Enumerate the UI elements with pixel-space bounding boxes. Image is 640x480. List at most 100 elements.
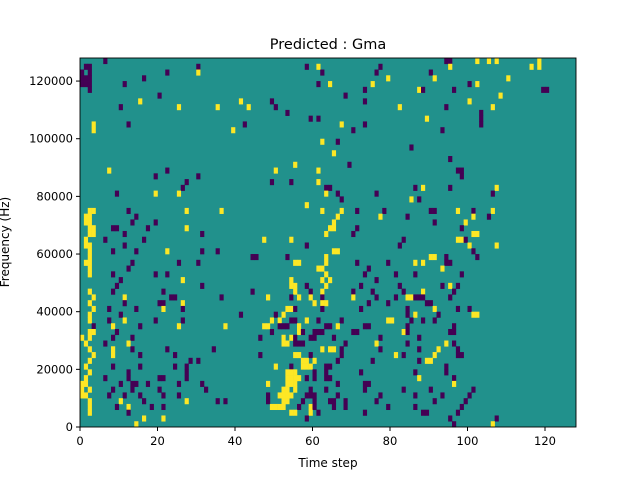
heatmap-cell	[448, 156, 453, 163]
heatmap-cell	[331, 398, 337, 405]
heatmap-cell	[359, 282, 364, 289]
heatmap-cell	[351, 294, 356, 301]
heatmap-cell	[289, 409, 294, 416]
heatmap-cell	[277, 392, 282, 399]
heatmap-cell	[87, 230, 92, 238]
heatmap-cell	[452, 328, 457, 336]
heatmap-cell	[432, 75, 437, 82]
heatmap-cell	[316, 328, 321, 336]
heatmap-cell	[184, 398, 189, 405]
heatmap-cell	[289, 380, 294, 387]
heatmap-cell	[242, 121, 247, 128]
heatmap-cell	[324, 271, 329, 278]
heatmap-cell	[269, 179, 275, 186]
heatmap-cell	[378, 346, 383, 353]
heatmap-cell	[153, 271, 158, 278]
heatmap-cell	[479, 115, 484, 122]
heatmap-cell	[320, 138, 325, 145]
heatmap-cell	[149, 403, 154, 411]
heatmap-cell	[490, 207, 495, 214]
heatmap-cell	[316, 409, 321, 416]
heatmap-cell	[324, 230, 329, 238]
heatmap-cell	[83, 236, 89, 243]
heatmap-cell	[428, 207, 433, 214]
heatmap-cell	[165, 271, 170, 278]
heatmap-cell	[300, 340, 306, 347]
heatmap-cell	[285, 323, 290, 330]
heatmap-cell	[308, 288, 313, 295]
heatmap-cell	[328, 398, 333, 405]
heatmap-cell	[231, 127, 236, 134]
heatmap-cell	[308, 403, 313, 411]
heatmap-cell	[475, 81, 480, 88]
heatmap-cell	[393, 352, 399, 359]
heatmap-cell	[471, 213, 476, 220]
heatmap-cell	[417, 86, 422, 93]
heatmap-cell	[545, 86, 550, 93]
heatmap-cell	[444, 104, 449, 111]
heatmap-cell	[87, 219, 92, 226]
heatmap-cell	[134, 380, 139, 387]
heatmap-cell	[432, 317, 437, 324]
heatmap-cell	[293, 380, 298, 387]
heatmap-cell	[219, 294, 224, 301]
heatmap-cell	[486, 58, 492, 65]
heatmap-cell	[145, 225, 151, 232]
heatmap-cell	[111, 334, 116, 341]
heatmap-cell	[138, 352, 143, 359]
heatmap-cell	[471, 386, 476, 393]
heatmap-cell	[413, 392, 418, 399]
heatmap-cell	[91, 207, 96, 214]
heatmap-cell	[331, 403, 337, 411]
heatmap-cell	[401, 328, 406, 336]
heatmap-cell	[200, 282, 205, 289]
heatmap-cell	[370, 288, 375, 295]
heatmap-cell	[289, 277, 294, 284]
heatmap-cell	[83, 81, 89, 88]
heatmap-cell	[359, 305, 364, 312]
heatmap-cell	[459, 173, 464, 180]
heatmap-cell	[328, 363, 333, 370]
heatmap-cell	[87, 334, 92, 341]
heatmap-cell	[475, 254, 480, 261]
heatmap-cell	[444, 340, 449, 347]
heatmap-cell	[362, 323, 368, 330]
heatmap-cell	[405, 328, 410, 336]
heatmap-cell	[537, 63, 542, 70]
heatmap-cell	[304, 363, 309, 370]
heatmap-cell	[114, 190, 120, 197]
heatmap-cell	[285, 340, 290, 347]
heatmap-cell	[355, 328, 360, 336]
heatmap-cell	[308, 386, 313, 393]
heatmap-cell	[180, 317, 185, 324]
heatmap-cell	[308, 352, 313, 359]
heatmap-cell	[421, 409, 426, 416]
heatmap-cell	[269, 328, 275, 336]
heatmap-cell	[432, 352, 437, 359]
heatmap-cell	[463, 219, 468, 226]
heatmap-cell	[87, 265, 92, 272]
heatmap-cell	[153, 190, 158, 197]
heatmap-cell	[455, 282, 461, 289]
heatmap-cell	[471, 207, 476, 214]
heatmap-cell	[537, 58, 542, 65]
heatmap-cell	[297, 294, 302, 301]
heatmap-cell	[413, 271, 418, 278]
heatmap-cell	[138, 323, 143, 330]
heatmap-cell	[118, 104, 123, 111]
heatmap-cell	[405, 311, 410, 318]
heatmap-cell	[455, 409, 461, 416]
heatmap-cell	[355, 259, 360, 266]
heatmap-cell	[405, 323, 410, 330]
heatmap-cell	[452, 340, 457, 347]
heatmap-cell	[459, 352, 464, 359]
heatmap-cell	[293, 334, 298, 341]
heatmap-cell	[355, 225, 360, 232]
x-tick-label: 60	[305, 434, 320, 448]
heatmap-cell	[153, 219, 158, 226]
heatmap-cell	[300, 328, 306, 336]
heatmap-cell	[219, 207, 224, 214]
heatmap-cell	[153, 317, 158, 324]
heatmap-cell	[316, 115, 321, 122]
